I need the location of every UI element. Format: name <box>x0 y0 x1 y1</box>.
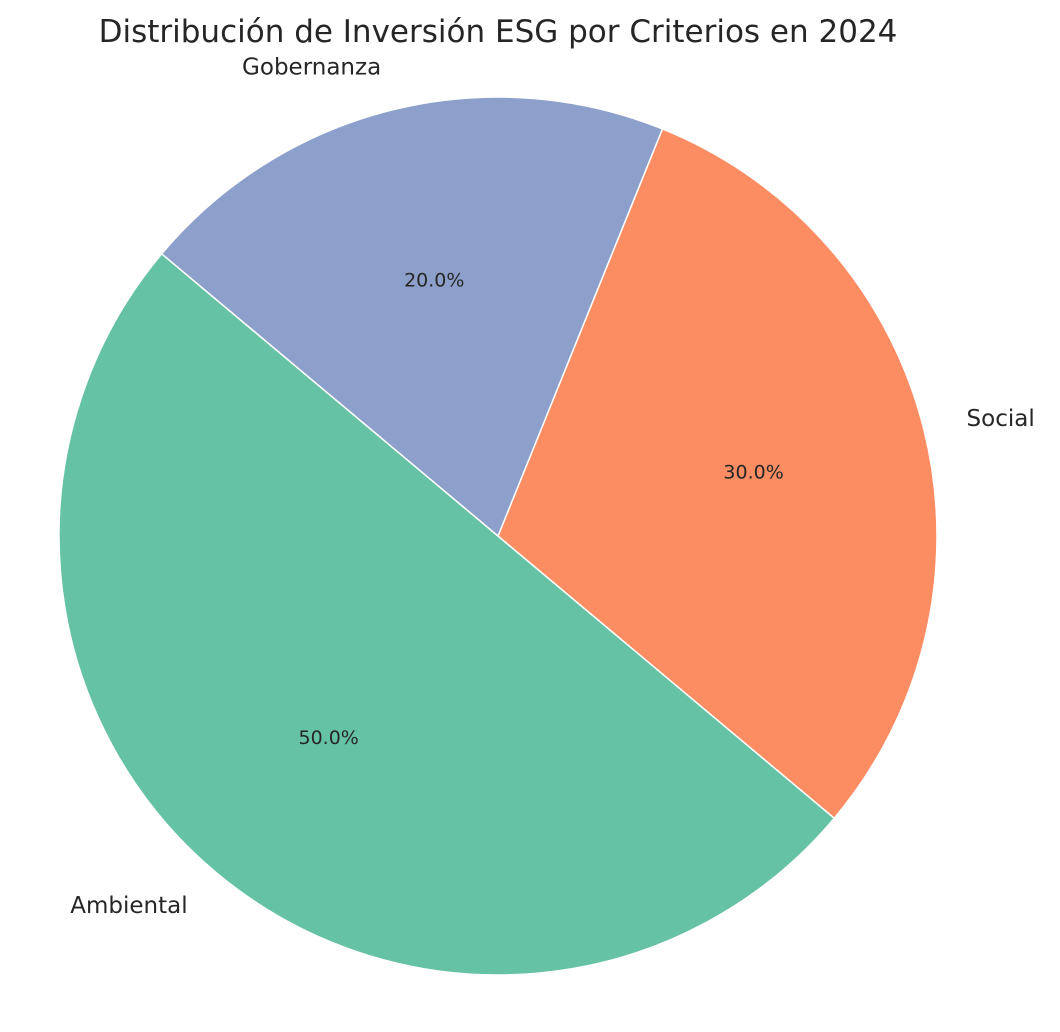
pct-label-ambiental: 50.0% <box>299 727 359 749</box>
slice-label-ambiental: Ambiental <box>70 893 187 919</box>
pct-label-gobernanza: 20.0% <box>404 269 464 291</box>
pie-slice-ambiental <box>58 253 836 976</box>
pie-slices <box>58 96 938 976</box>
pie-slice-gobernanza <box>160 96 664 537</box>
pie-slice-social <box>497 128 938 819</box>
pct-label-social: 30.0% <box>723 461 783 483</box>
slice-label-gobernanza: Gobernanza <box>242 54 381 80</box>
slice-label-social: Social <box>967 406 1035 432</box>
pie-labels: Ambiental 50.0% Social 30.0% Gobernanza 20.0% <box>70 54 1035 918</box>
chart-title: Distribución de Inversión ESG por Criter… <box>99 14 898 50</box>
